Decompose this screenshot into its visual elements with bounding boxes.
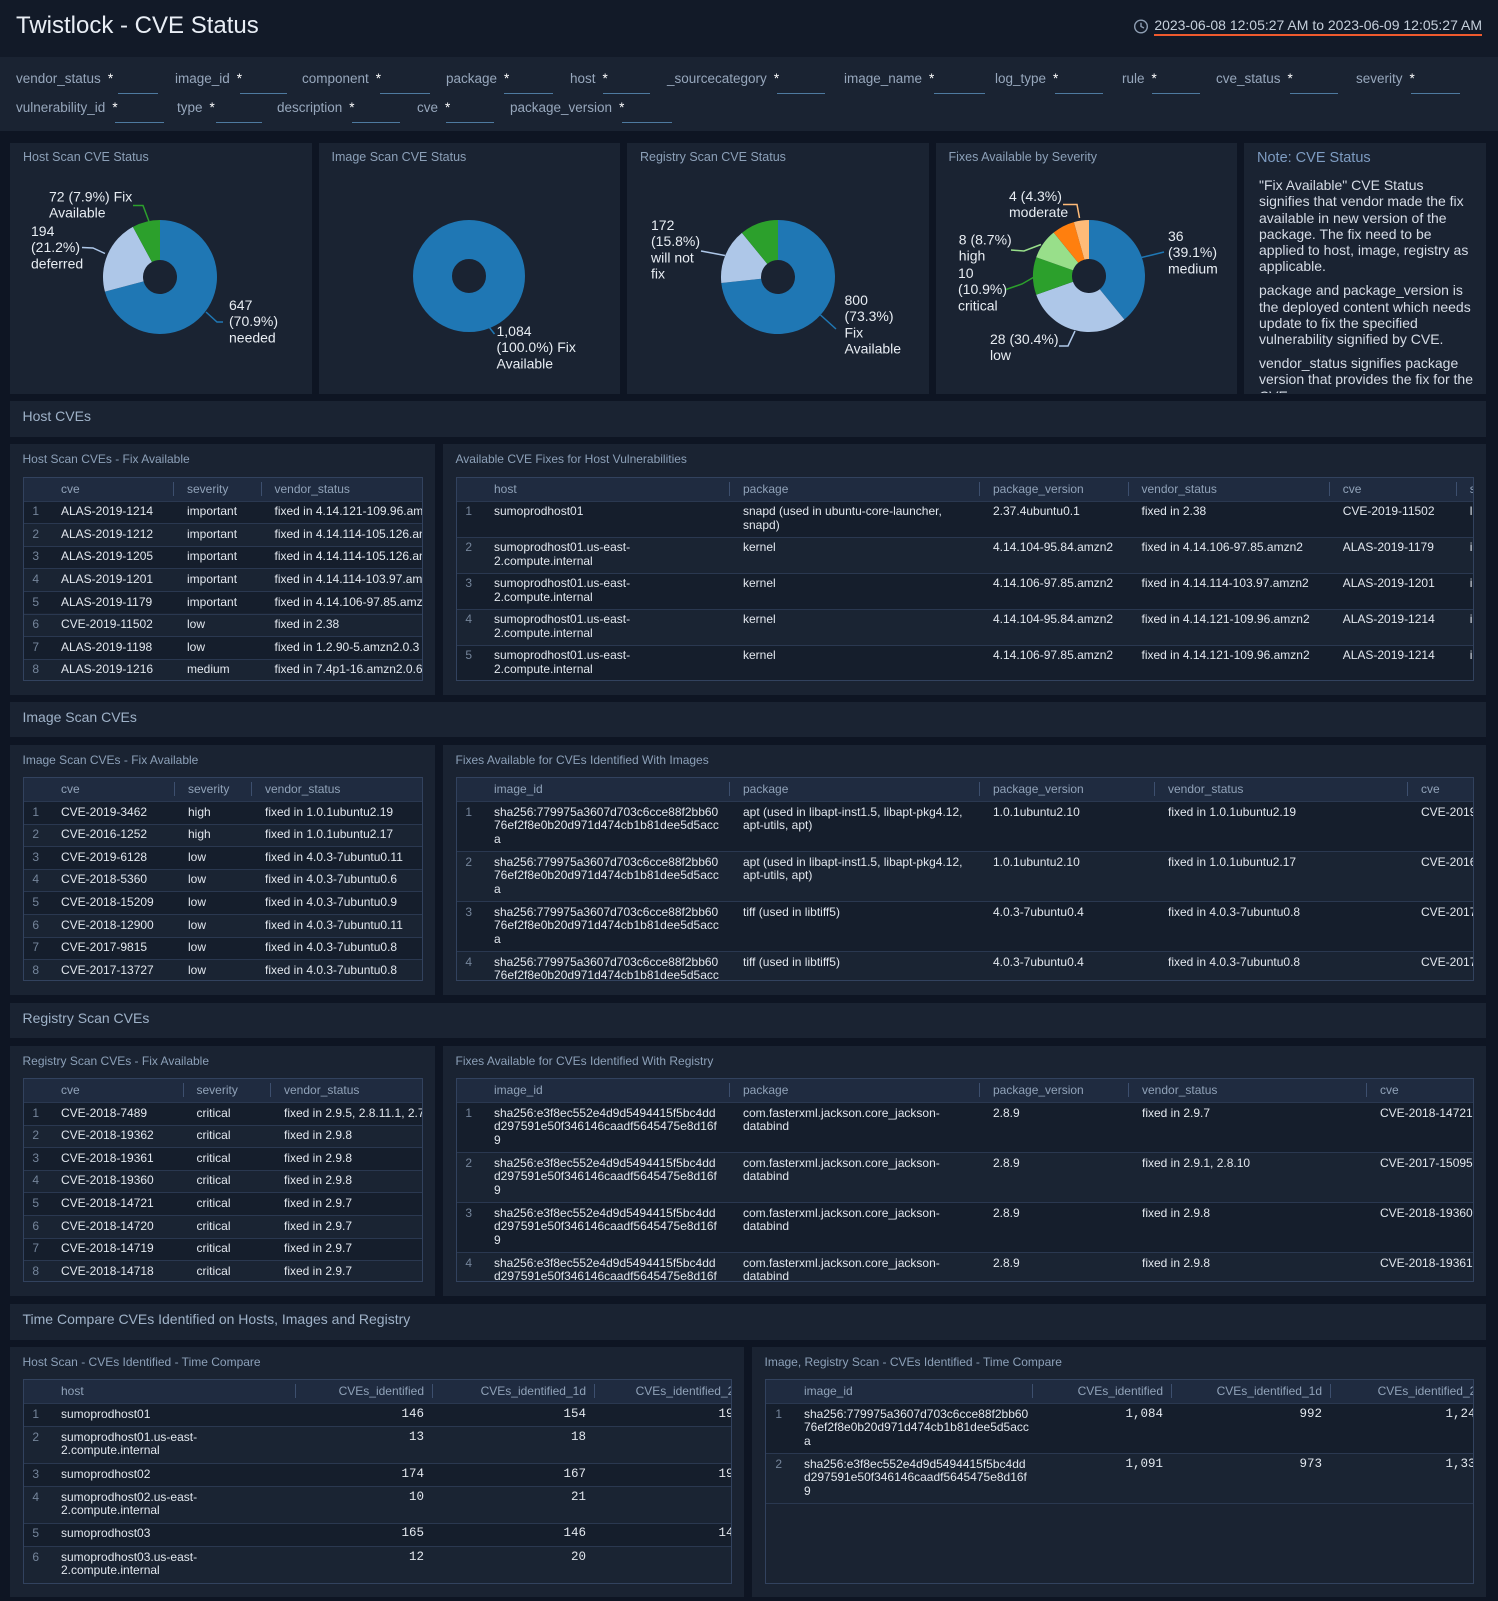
svg-text:(39.1%): (39.1%) (1168, 244, 1217, 260)
svg-text:(70.9%): (70.9%) (229, 313, 278, 329)
svg-text:low: low (990, 347, 1012, 363)
svg-text:will not: will not (650, 249, 694, 265)
svg-text:10: 10 (958, 265, 974, 281)
svg-text:high: high (959, 248, 985, 264)
svg-text:Fix: Fix (845, 324, 864, 340)
svg-text:(10.9%): (10.9%) (958, 281, 1007, 297)
svg-text:800: 800 (845, 292, 869, 308)
svg-text:Available: Available (497, 355, 554, 371)
svg-text:fix: fix (651, 266, 665, 282)
svg-text:(100.0%) Fix: (100.0%) Fix (497, 339, 576, 355)
svg-text:28 (30.4%): 28 (30.4%) (990, 331, 1058, 347)
svg-text:critical: critical (958, 297, 998, 313)
svg-text:needed: needed (229, 329, 276, 345)
svg-text:72 (7.9%) Fix: 72 (7.9%) Fix (49, 189, 132, 205)
svg-text:36: 36 (1168, 228, 1184, 244)
svg-text:1,084: 1,084 (497, 323, 532, 339)
svg-text:172: 172 (651, 217, 675, 233)
svg-text:medium: medium (1168, 260, 1218, 276)
svg-text:moderate: moderate (1009, 204, 1068, 220)
svg-text:4 (4.3%): 4 (4.3%) (1009, 188, 1062, 204)
svg-text:(73.3%): (73.3%) (845, 308, 894, 324)
svg-text:647: 647 (229, 297, 253, 313)
svg-text:194: 194 (31, 223, 55, 239)
svg-text:(15.8%): (15.8%) (651, 233, 700, 249)
svg-text:deferred: deferred (31, 255, 83, 271)
svg-text:8 (8.7%): 8 (8.7%) (959, 232, 1012, 248)
svg-text:Available: Available (49, 205, 106, 221)
svg-text:(21.2%): (21.2%) (31, 239, 80, 255)
svg-text:Available: Available (845, 341, 902, 357)
